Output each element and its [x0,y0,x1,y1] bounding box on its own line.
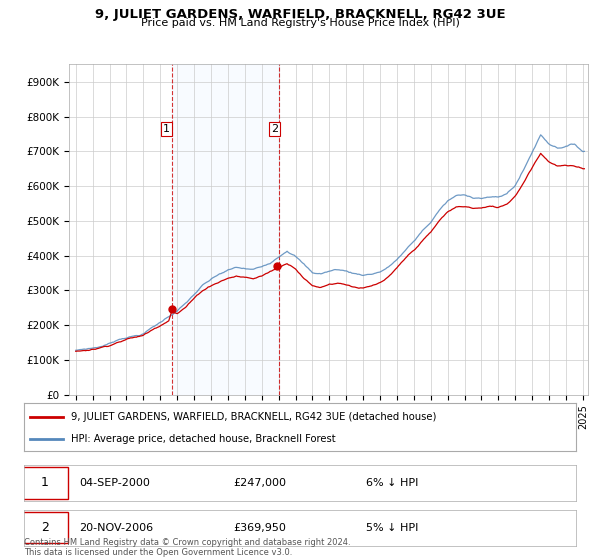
Text: Price paid vs. HM Land Registry's House Price Index (HPI): Price paid vs. HM Land Registry's House … [140,18,460,29]
Text: 1: 1 [163,124,170,134]
Text: £369,950: £369,950 [234,523,287,533]
Bar [172,64,280,395]
Text: 20-NOV-2006: 20-NOV-2006 [79,523,154,533]
Text: 2: 2 [271,124,278,134]
FancyBboxPatch shape [21,512,68,543]
Text: £247,000: £247,000 [234,478,287,488]
FancyBboxPatch shape [21,468,68,498]
Text: Contains HM Land Registry data © Crown copyright and database right 2024.
This d: Contains HM Land Registry data © Crown c… [24,538,350,557]
Text: 5% ↓ HPI: 5% ↓ HPI [366,523,419,533]
Text: 04-SEP-2000: 04-SEP-2000 [79,478,150,488]
Text: 9, JULIET GARDENS, WARFIELD, BRACKNELL, RG42 3UE (detached house): 9, JULIET GARDENS, WARFIELD, BRACKNELL, … [71,412,436,422]
Text: 1: 1 [41,477,49,489]
Text: HPI: Average price, detached house, Bracknell Forest: HPI: Average price, detached house, Brac… [71,434,335,444]
Text: 6% ↓ HPI: 6% ↓ HPI [366,478,419,488]
Text: 2: 2 [41,521,49,534]
Text: 9, JULIET GARDENS, WARFIELD, BRACKNELL, RG42 3UE: 9, JULIET GARDENS, WARFIELD, BRACKNELL, … [95,8,505,21]
